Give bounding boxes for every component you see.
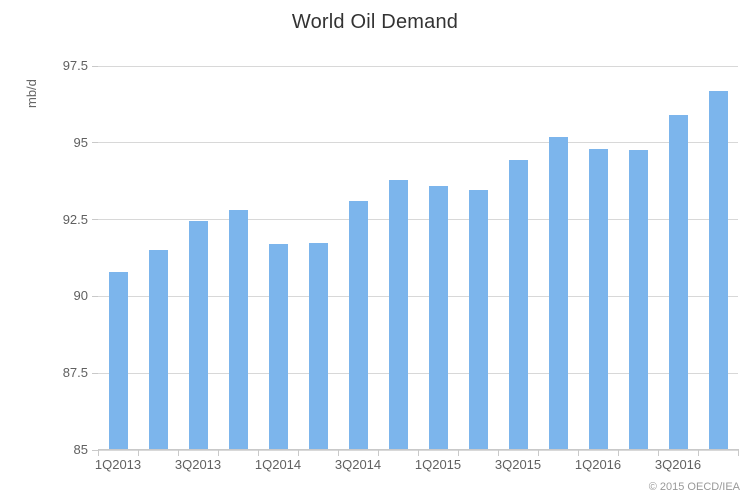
bar-1q2015[interactable]	[428, 185, 448, 450]
x-axis-tick-label: 1Q2015	[414, 457, 462, 472]
x-axis-tick	[138, 450, 139, 456]
gridline	[98, 219, 738, 221]
x-axis-tick-label: 3Q2013	[174, 457, 222, 472]
x-axis-tick	[498, 450, 499, 456]
gridline	[98, 372, 738, 374]
bar-1q2014[interactable]	[268, 244, 288, 450]
y-axis-tick-label: 90	[73, 288, 88, 304]
y-axis-tick-label: 85	[73, 442, 88, 457]
x-axis-tick-label: 1Q2014	[254, 457, 302, 472]
chart-title: World Oil Demand	[291, 11, 459, 33]
x-axis-tick	[538, 450, 539, 456]
x-axis-tick-label: 1Q2013	[94, 457, 142, 472]
x-axis-tick	[698, 450, 699, 456]
credit-label: © 2015 OECD/IEA	[648, 481, 740, 493]
bar-3q2014[interactable]	[348, 201, 368, 450]
x-axis-tick-label: 1Q2016	[574, 457, 622, 472]
bar-2q2013[interactable]	[148, 250, 168, 450]
x-axis-tick	[298, 450, 299, 456]
y-axis-tick	[92, 65, 98, 67]
x-axis-tick-label: 3Q2016	[654, 457, 702, 472]
gridline	[98, 295, 738, 297]
bar-1q2016[interactable]	[588, 148, 608, 450]
bar-3q2016[interactable]	[668, 115, 688, 450]
x-axis-tick-label: 3Q2014	[334, 457, 382, 472]
bar-2q2015[interactable]	[468, 190, 488, 450]
x-axis-tick	[218, 450, 219, 456]
plot-area	[98, 65, 738, 451]
bar-4q2014[interactable]	[388, 179, 408, 450]
y-axis-tick	[92, 295, 98, 297]
x-axis-tick	[98, 450, 99, 456]
y-axis-tick	[92, 372, 98, 374]
bar-2q2016[interactable]	[628, 150, 648, 450]
bar-4q2015[interactable]	[548, 136, 568, 450]
gridline	[98, 65, 738, 67]
x-axis-tick	[418, 450, 419, 456]
gridline	[98, 142, 738, 144]
y-axis-tick-label: 95	[73, 134, 88, 150]
x-axis-tick	[618, 450, 619, 456]
bar-1q2013[interactable]	[108, 271, 128, 450]
x-axis-line	[98, 449, 739, 450]
x-axis-tick	[658, 450, 659, 456]
x-axis-tick	[338, 450, 339, 456]
y-axis-tick	[92, 219, 98, 221]
y-axis-tick	[92, 142, 98, 144]
x-axis-tick	[738, 450, 739, 456]
bar-4q2013[interactable]	[228, 210, 248, 450]
y-axis-tick-label: 92.5	[62, 211, 88, 227]
y-axis-tick-label: 87.5	[62, 365, 88, 381]
bar-2q2014[interactable]	[308, 242, 328, 450]
bar-3q2013[interactable]	[188, 221, 208, 450]
x-axis-tick	[578, 450, 579, 456]
x-axis-tick	[258, 450, 259, 456]
x-axis-tick	[458, 450, 459, 456]
y-axis-title: mb/d	[24, 79, 39, 108]
bar-3q2015[interactable]	[508, 159, 528, 450]
x-axis-tick	[378, 450, 379, 456]
x-axis-tick-label: 3Q2015	[494, 457, 542, 472]
bar-4q2016[interactable]	[708, 90, 728, 450]
y-axis-tick	[92, 449, 98, 451]
y-axis-tick-label: 97.5	[62, 58, 88, 73]
x-axis-tick	[178, 450, 179, 456]
